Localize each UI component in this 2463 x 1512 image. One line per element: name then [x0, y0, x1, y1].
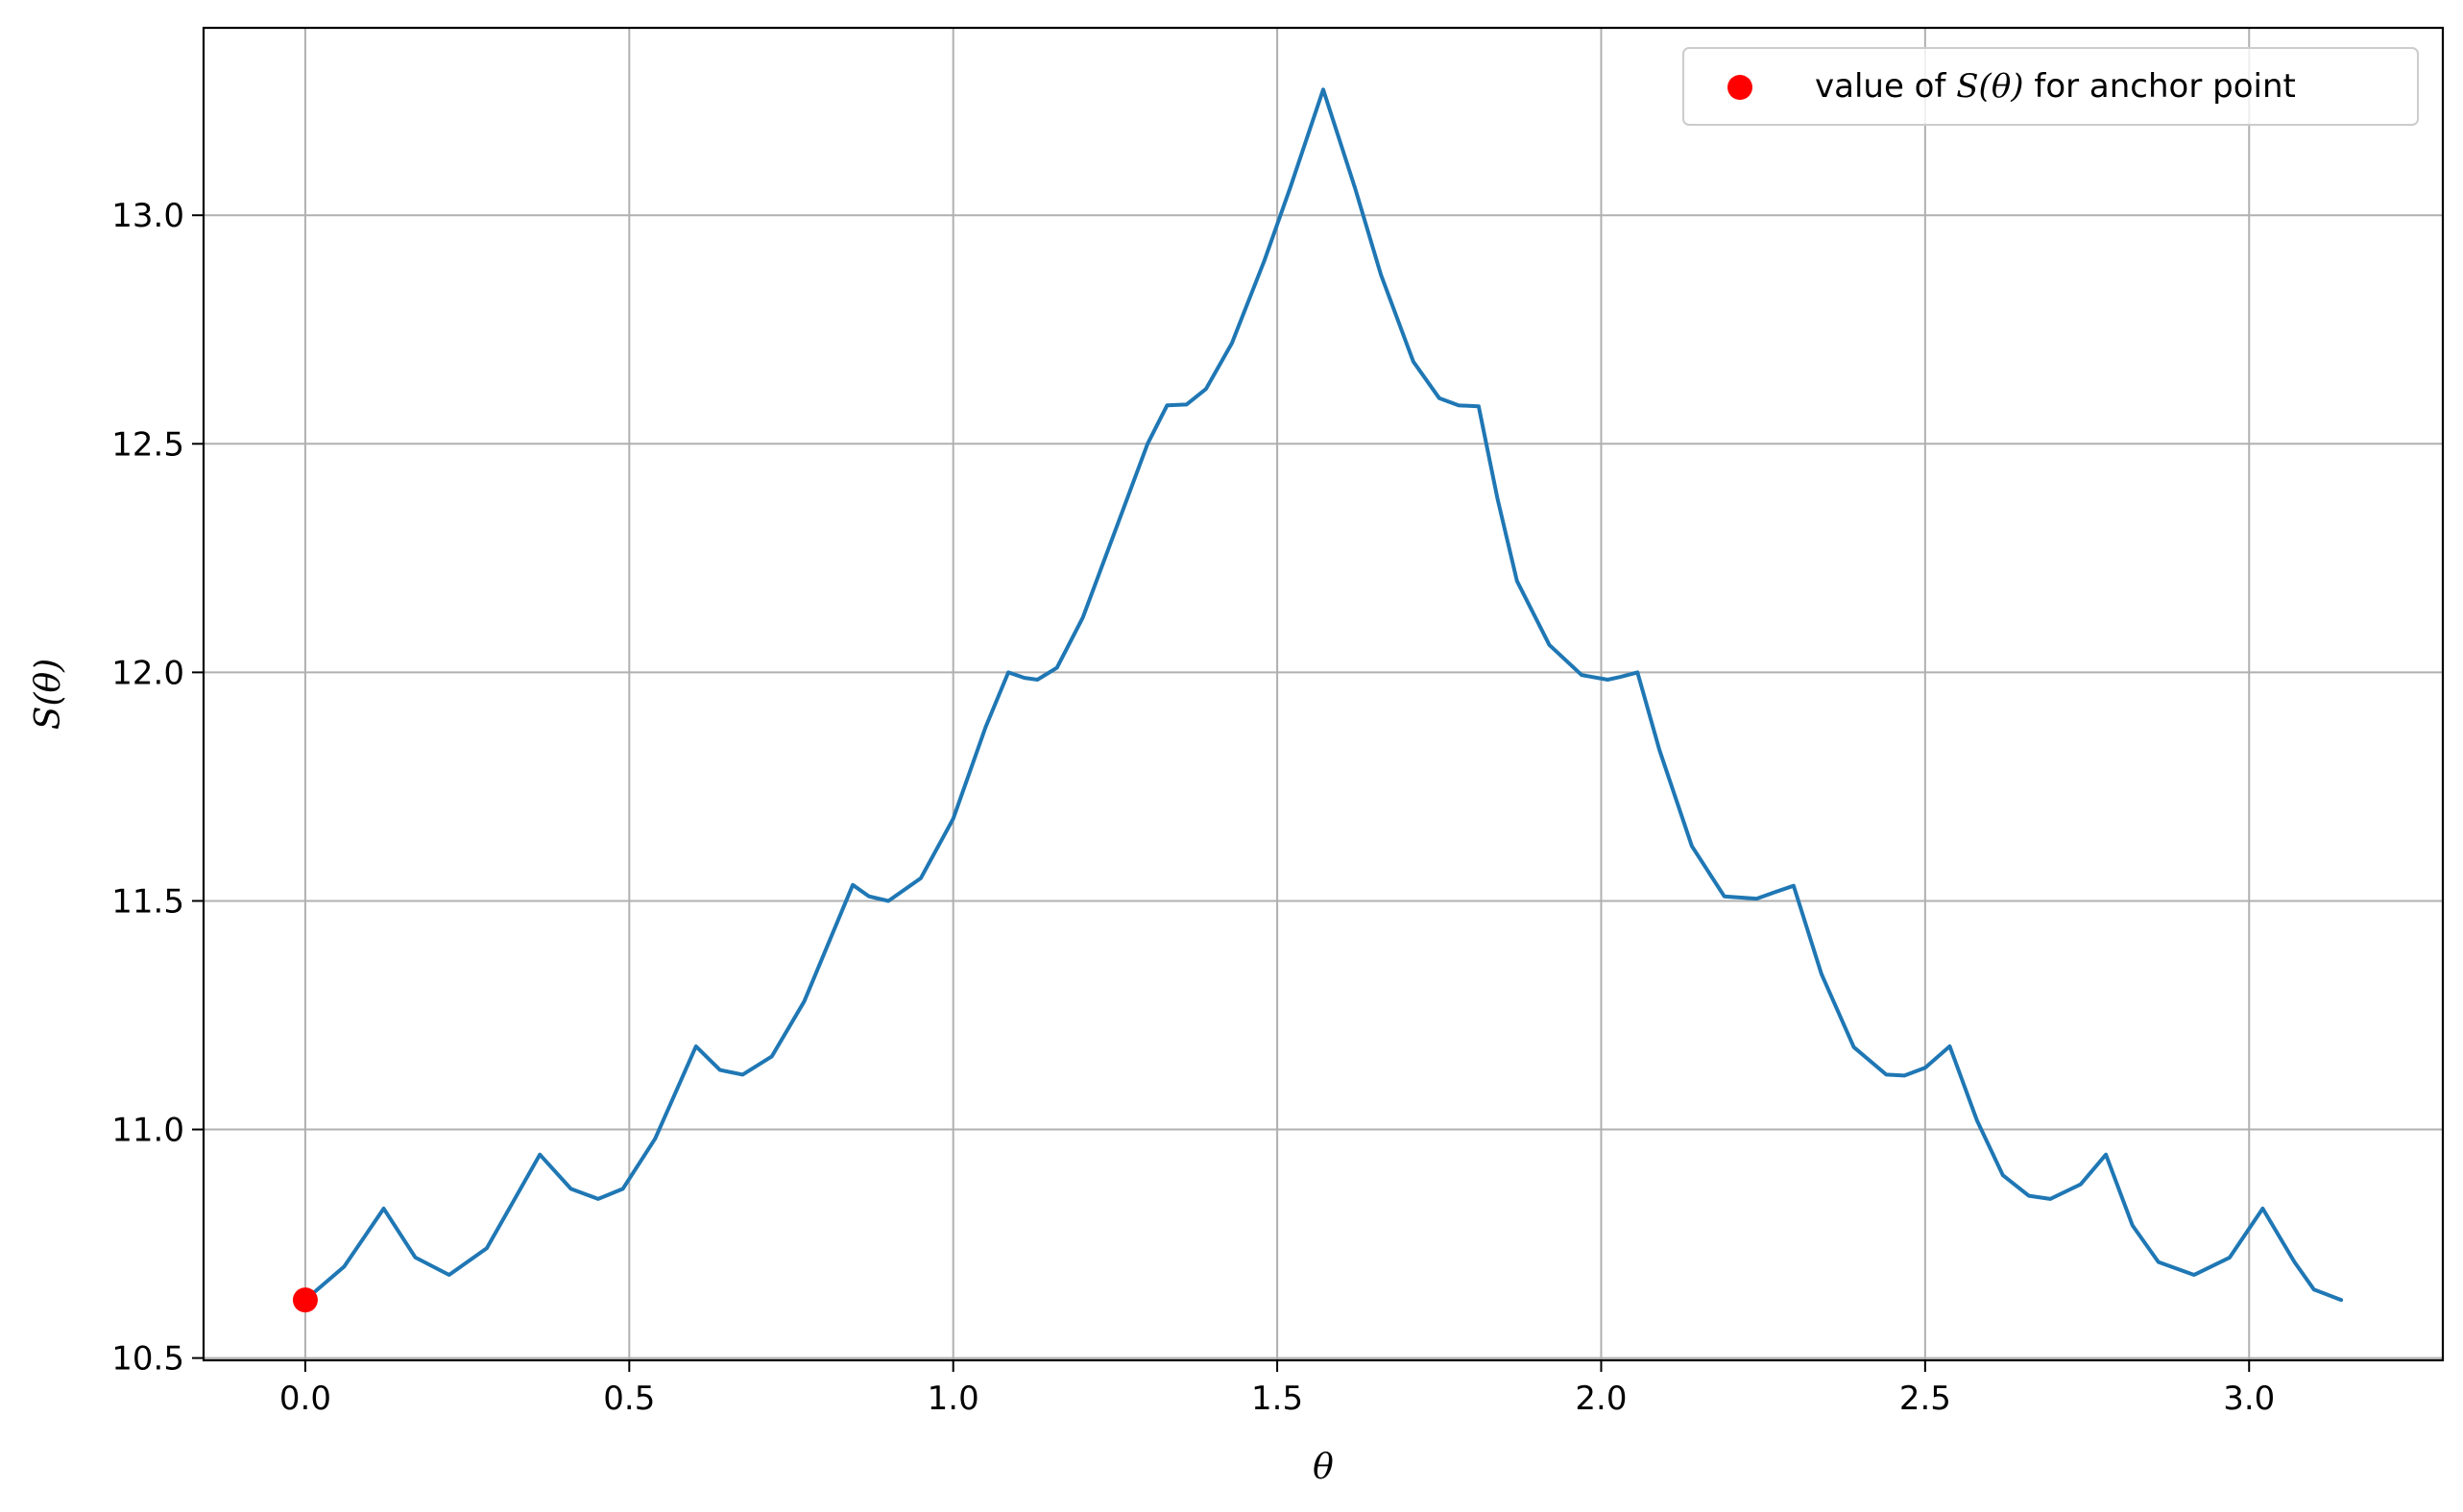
- y-tick-label: 11.5: [111, 882, 184, 921]
- plot-frame: [202, 26, 2445, 1362]
- legend-box: [1682, 47, 2419, 126]
- y-axis-label: S(θ): [29, 659, 68, 730]
- series-line: [302, 87, 2344, 1303]
- legend-label: value of S(θ) for anchor point: [1815, 67, 2296, 106]
- legend-label-suffix: for anchor point: [2024, 67, 2296, 106]
- x-tick-label: 2.5: [1899, 1380, 1951, 1418]
- x-tick-label: 0.5: [603, 1380, 655, 1418]
- axes-ticks: 0.0 0.5 1.0 1.5 2.0 2.5 3.0 10.5 11.0 11.5 12.0 12.…: [111, 197, 2275, 1418]
- legend-label-prefix: value of: [1815, 67, 1956, 106]
- y-tick-label: 10.5: [111, 1340, 184, 1379]
- y-tick-label: 12.5: [111, 425, 184, 464]
- x-tick-label: 1.0: [928, 1380, 979, 1418]
- legend: value of S(θ) for anchor point: [1682, 47, 2419, 126]
- legend-label-math: S(θ): [1956, 67, 2023, 106]
- y-tick-label: 12.0: [111, 654, 184, 692]
- plot-area: [292, 87, 2344, 1313]
- x-tick-label: 2.0: [1575, 1380, 1627, 1418]
- y-tick-label: 11.0: [111, 1112, 184, 1150]
- grid: [204, 28, 2443, 1360]
- x-tick-label: 0.0: [279, 1380, 331, 1418]
- anchor-point-marker: [292, 1287, 318, 1313]
- legend-marker: [1727, 75, 1752, 100]
- x-axis-label: θ: [1313, 1448, 1334, 1487]
- x-tick-label: 3.0: [2223, 1380, 2275, 1418]
- y-tick-label: 13.0: [111, 197, 184, 235]
- x-tick-label: 1.5: [1251, 1380, 1303, 1418]
